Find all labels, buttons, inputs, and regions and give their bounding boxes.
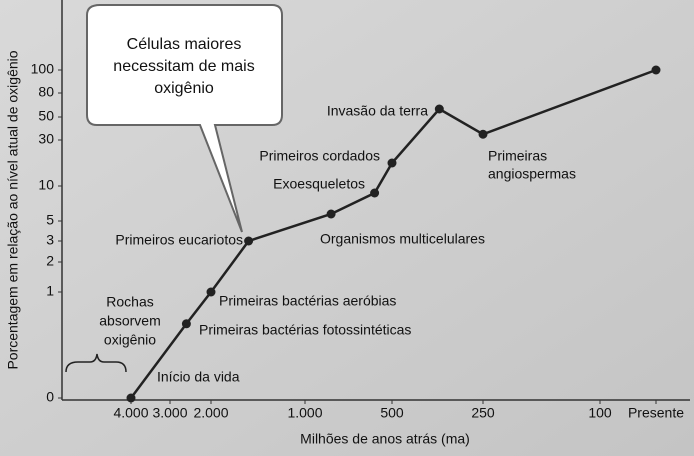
point-label: Início da vida [157, 369, 240, 385]
point-label: Primeiras [488, 148, 547, 164]
data-point [478, 129, 488, 139]
annotation: oxigênio [104, 332, 156, 348]
data-point [434, 104, 444, 114]
y-tick-label: 10 [38, 177, 54, 193]
callout-box [86, 4, 283, 233]
brace [65, 353, 127, 373]
callout-text: necessitam de mais [113, 58, 254, 75]
point-label: Exoesqueletos [273, 176, 365, 192]
x-tick-label: 1.000 [287, 405, 322, 421]
x-tick-label: 2.000 [193, 405, 228, 421]
y-tick-label: 50 [38, 108, 54, 124]
point-label: Primeiras bactérias fotossintéticas [199, 322, 411, 338]
y-tick-label: 30 [38, 131, 54, 147]
data-point [326, 209, 336, 219]
y-tick-label: 5 [46, 212, 54, 228]
point-label: Primeiros cordados [259, 148, 380, 164]
data-point [387, 158, 397, 168]
oxygen-line [129, 68, 657, 399]
annotation: Rochas [106, 294, 153, 310]
x-axis-title: Milhões de anos atrás (ma) [300, 431, 470, 447]
point-label: Primeiros eucariotos [115, 232, 243, 248]
x-tick-label: Presente [628, 405, 684, 421]
y-tick-label: 3 [46, 232, 54, 248]
data-point [206, 287, 216, 297]
point-label: Invasão da terra [327, 103, 428, 119]
point-label: angiospermas [488, 166, 576, 182]
callout-text: Células maiores [127, 36, 242, 53]
y-tick-label: 1 [46, 283, 54, 299]
point-label: Organismos multicelulares [320, 231, 485, 247]
y-tick-label: 80 [38, 84, 54, 100]
data-point [181, 319, 191, 329]
y-tick-label: 0 [46, 389, 54, 405]
x-tick-label: 250 [471, 405, 495, 421]
x-tick-label: 500 [380, 405, 404, 421]
y-tick-label: 100 [31, 61, 55, 77]
y-axis-title: Porcentagem em relação ao nível atual de… [5, 50, 21, 369]
point-label: Primeiras bactérias aeróbias [219, 293, 396, 309]
x-tick-label: 4.000 [113, 405, 148, 421]
callout-text: oxigênio [154, 80, 214, 97]
annotation: absorvem [99, 313, 160, 329]
data-point [370, 188, 380, 198]
x-tick-label: 100 [588, 405, 612, 421]
y-tick-label: 2 [46, 253, 54, 269]
data-point [244, 236, 254, 246]
data-point [651, 65, 661, 75]
data-point [126, 393, 136, 403]
x-tick-label: 3.000 [152, 405, 187, 421]
